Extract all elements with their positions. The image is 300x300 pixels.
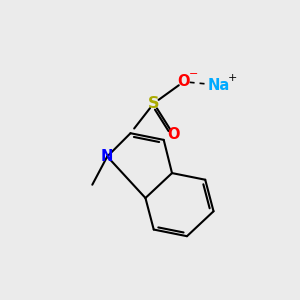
- Text: N: N: [101, 149, 113, 164]
- Text: +: +: [228, 73, 237, 83]
- Text: Na: Na: [207, 78, 230, 93]
- Text: O: O: [167, 128, 180, 142]
- Text: −: −: [189, 69, 198, 80]
- Text: O: O: [177, 74, 190, 89]
- Text: S: S: [148, 96, 160, 111]
